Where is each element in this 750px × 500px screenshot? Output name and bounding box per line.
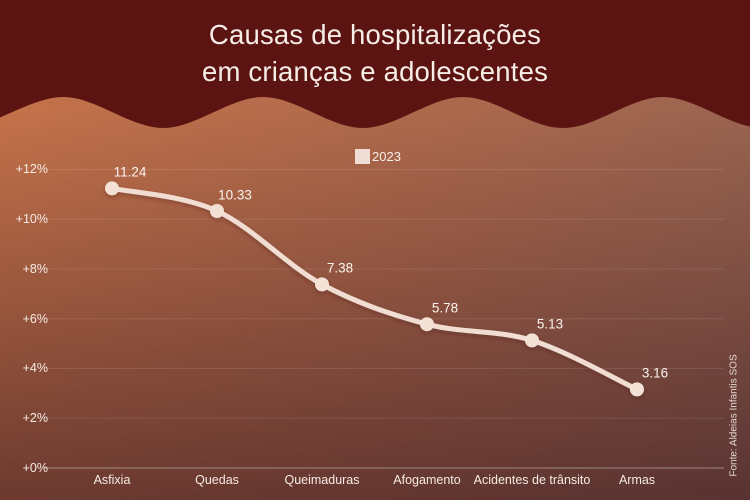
- value-label: 3.16: [641, 365, 669, 381]
- x-axis-label: Acidentes de trânsito: [473, 473, 591, 487]
- wave-shape: [0, 0, 750, 128]
- value-label: 11.24: [113, 164, 147, 180]
- y-axis-label: +6%: [22, 311, 48, 326]
- header-wave: [0, 0, 750, 128]
- x-axis-label: Afogamento: [393, 473, 461, 487]
- x-axis-label: Queimaduras: [284, 473, 360, 487]
- legend-label: 2023: [372, 149, 401, 164]
- series-line: [109, 185, 640, 392]
- legend: 2023: [355, 149, 401, 164]
- data-point: [105, 181, 119, 196]
- data-point: [315, 277, 329, 292]
- y-axis-label: +0%: [22, 461, 48, 475]
- title-line-1: Causas de hospitalizações: [208, 19, 542, 50]
- x-axis-label: Quedas: [195, 473, 239, 487]
- value-label: 10.33: [218, 187, 252, 203]
- data-point: [420, 317, 434, 332]
- y-axis-label: +2%: [22, 411, 48, 426]
- data-point: [630, 382, 644, 397]
- data-point: [525, 333, 539, 348]
- data-point: [210, 203, 224, 218]
- y-axis-label: +12%: [15, 162, 48, 177]
- value-label: 5.78: [431, 300, 459, 316]
- series-layer: [105, 181, 644, 397]
- value-label: 7.38: [326, 260, 354, 276]
- title-line-2: em crianças e adolescentes: [201, 56, 549, 87]
- x-axis-label: Asfixia: [93, 473, 131, 487]
- x-axis-label: Armas: [618, 473, 656, 487]
- value-label: 5.13: [536, 316, 564, 332]
- y-axis-label: +8%: [22, 261, 48, 276]
- source-note: Fonte: Aldeias Infantis SOS: [728, 354, 740, 477]
- legend-swatch-icon: [355, 149, 370, 164]
- grid-layer: [43, 168, 724, 469]
- y-axis-label: +10%: [15, 212, 48, 227]
- y-axis-label: +4%: [22, 361, 48, 376]
- page-title: Causas de hospitalizações em crianças e …: [0, 16, 750, 90]
